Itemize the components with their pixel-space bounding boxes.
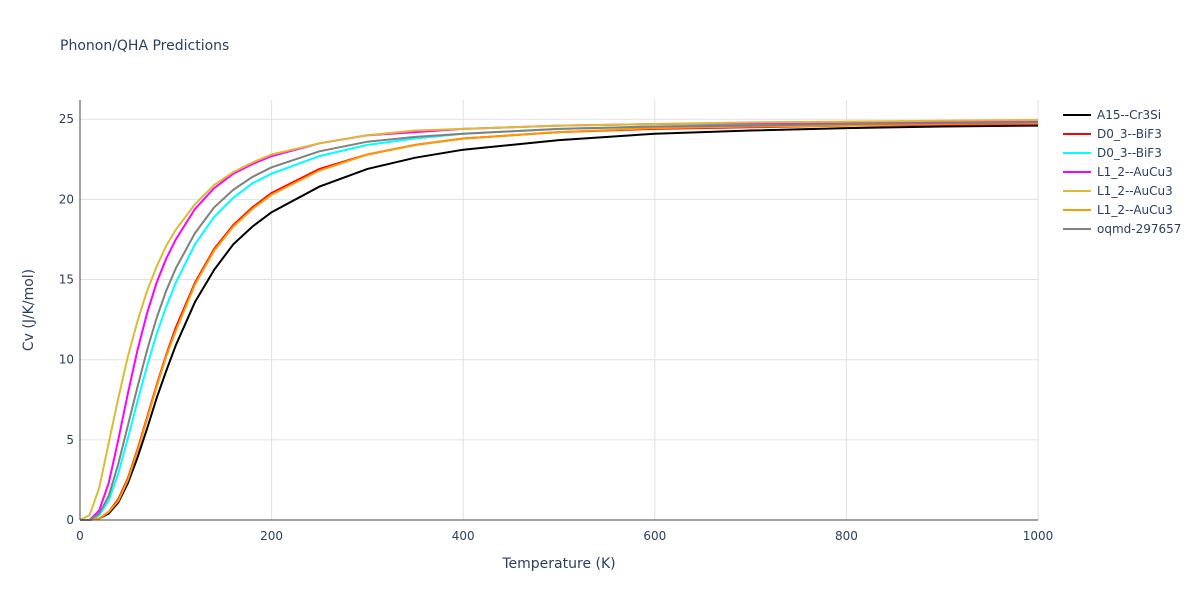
x-tick-label-4: 800 [835, 529, 858, 543]
gridlines [79, 100, 1039, 521]
legend-label-1: D0_3--BiF3 [1097, 127, 1162, 141]
legend-label-4: L1_2--AuCu3 [1097, 184, 1173, 198]
y-tick-label-2: 10 [59, 353, 74, 367]
y-tick-labels: 0 5 10 15 20 25 [59, 112, 74, 527]
legend-label-2: D0_3--BiF3 [1097, 146, 1162, 160]
legend-item-3[interactable]: L1_2--AuCu3 [1063, 165, 1173, 179]
x-tick-labels: 0 200 400 600 800 1000 [76, 529, 1053, 543]
legend-item-2[interactable]: D0_3--BiF3 [1063, 146, 1162, 160]
x-axis-label: Temperature (K) [501, 556, 615, 572]
legend-label-5: L1_2--AuCu3 [1097, 203, 1173, 217]
x-tick-label-3: 600 [643, 529, 666, 543]
legend-item-6[interactable]: oqmd-297657 [1063, 222, 1181, 236]
series-line-1 [80, 123, 1039, 521]
y-tick-label-1: 5 [66, 433, 74, 447]
legend-item-5[interactable]: L1_2--AuCu3 [1063, 203, 1173, 217]
series-line-6 [80, 121, 1039, 521]
x-tick-label-5: 1000 [1023, 529, 1054, 543]
axes [79, 100, 1038, 521]
legend-item-0[interactable]: A15--Cr3Si [1063, 108, 1161, 122]
x-tick-label-2: 400 [452, 529, 475, 543]
x-tick-label-1: 200 [260, 529, 283, 543]
series-group [79, 119, 1039, 521]
series-line-4 [79, 119, 1039, 521]
legend-item-4[interactable]: L1_2--AuCu3 [1063, 184, 1173, 198]
legend-label-6: oqmd-297657 [1097, 222, 1181, 236]
y-tick-label-5: 25 [59, 112, 74, 126]
legend-item-1[interactable]: D0_3--BiF3 [1063, 127, 1162, 141]
y-tick-label-0: 0 [66, 513, 74, 527]
legend[interactable]: A15--Cr3Si D0_3--BiF3 D0_3--BiF3 L1_2--AuCu… [1063, 108, 1181, 236]
series-line-0 [80, 124, 1039, 521]
legend-label-0: A15--Cr3Si [1097, 108, 1161, 122]
legend-label-3: L1_2--AuCu3 [1097, 165, 1173, 179]
chart-title: Phonon/QHA Predictions [60, 38, 229, 54]
series-line-3 [80, 119, 1039, 521]
y-tick-label-4: 20 [59, 192, 74, 206]
x-tick-label-0: 0 [76, 529, 84, 543]
series-line-5 [80, 122, 1039, 521]
y-tick-label-3: 15 [59, 273, 74, 287]
y-axis-label: Cv (J/K/mol) [21, 269, 37, 351]
